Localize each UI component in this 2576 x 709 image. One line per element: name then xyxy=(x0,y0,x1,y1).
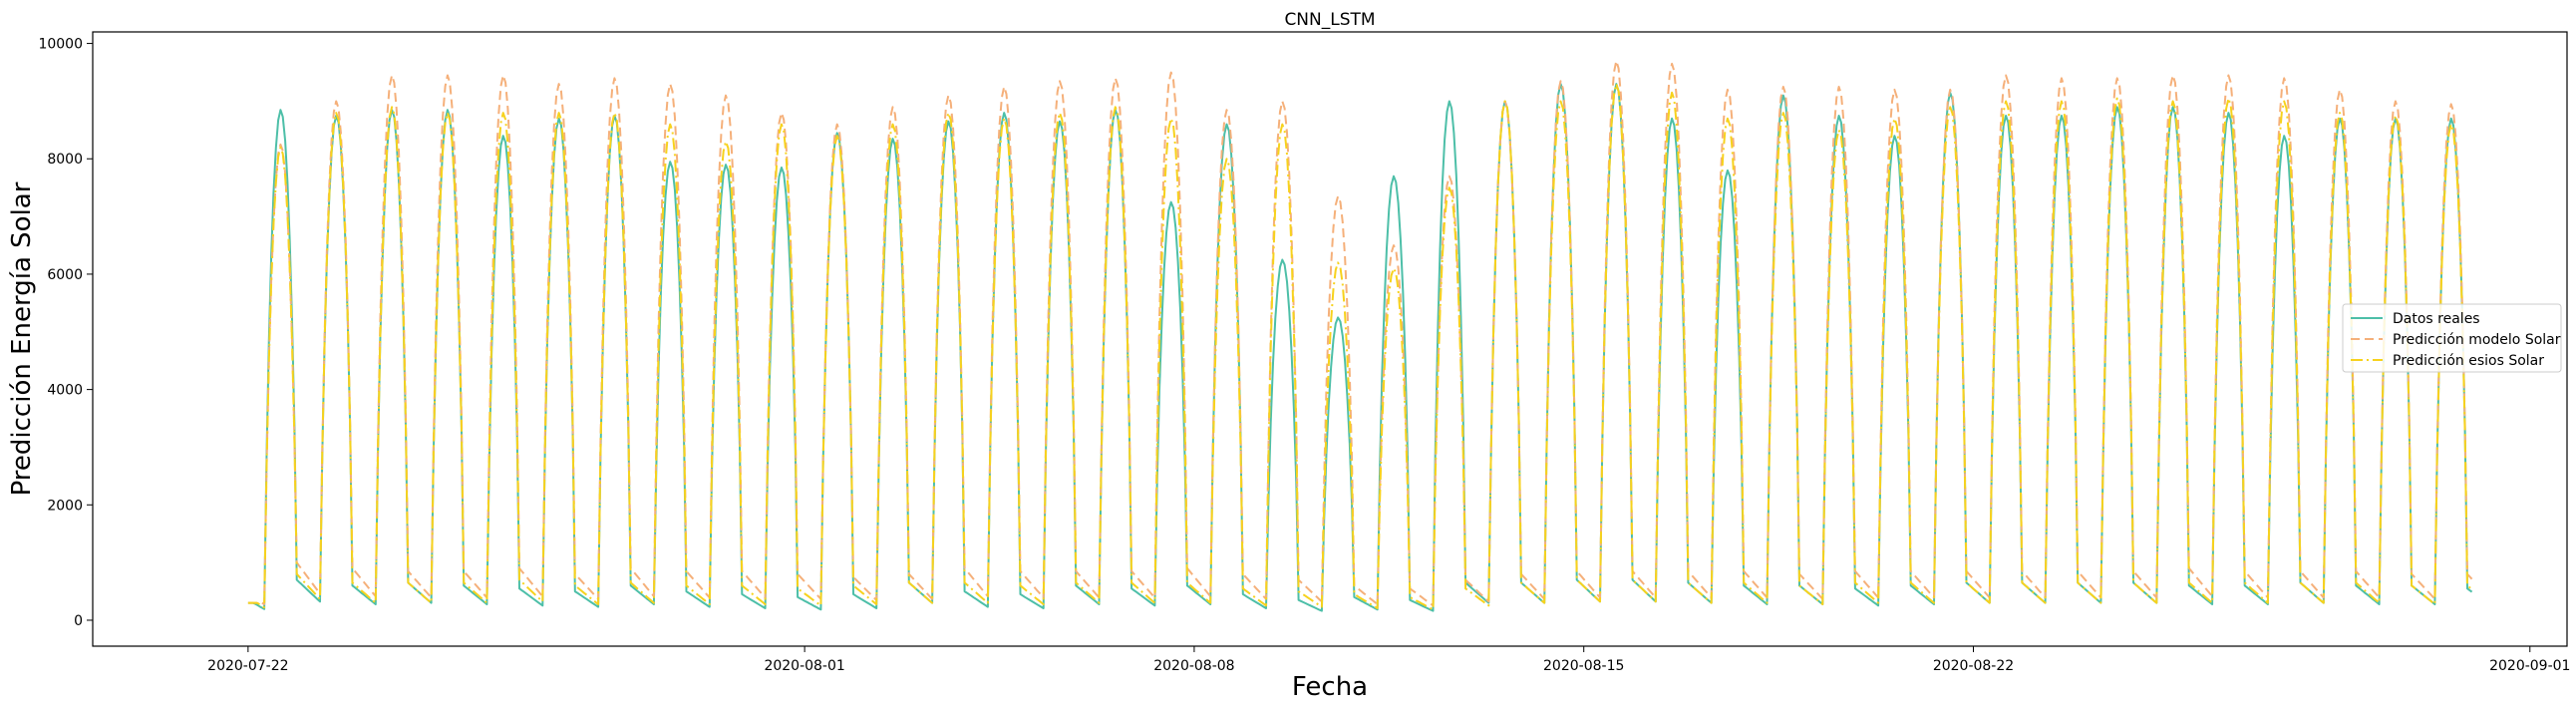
series-line-datos-reales xyxy=(247,83,2473,612)
y-tick-label: 10000 xyxy=(38,37,83,53)
y-tick-label: 2000 xyxy=(47,498,83,514)
legend: Datos reales Predicción modelo Solar Predi… xyxy=(2342,303,2562,373)
series-line-prediccion-modelo-solar xyxy=(247,60,2473,607)
y-axis: 0 2000 4000 6000 8000 10000 xyxy=(38,37,93,629)
x-tick-label: 2020-08-08 xyxy=(1153,658,1234,674)
legend-label: Predicción modelo Solar xyxy=(2393,332,2561,348)
series-line-prediccion-esios-solar xyxy=(247,83,2473,611)
plot-lines xyxy=(247,60,2473,612)
y-axis-label: Predicción Energía Solar xyxy=(7,181,37,496)
axes-frame xyxy=(92,31,2568,647)
x-tick-label: 2020-09-01 xyxy=(2489,658,2570,674)
legend-label: Datos reales xyxy=(2393,311,2480,327)
x-axis-label: Fecha xyxy=(1292,672,1368,702)
y-tick-label: 0 xyxy=(74,613,83,629)
x-tick-label: 2020-08-01 xyxy=(764,658,844,674)
chart-title: CNN_LSTM xyxy=(1284,10,1375,30)
y-tick-label: 8000 xyxy=(47,152,83,168)
y-tick-label: 6000 xyxy=(47,267,83,283)
y-tick-label: 4000 xyxy=(47,383,83,399)
x-tick-label: 2020-08-22 xyxy=(1933,658,2014,674)
legend-label: Predicción esios Solar xyxy=(2393,353,2544,369)
x-tick-label: 2020-08-15 xyxy=(1543,658,1624,674)
x-tick-label: 2020-07-22 xyxy=(207,658,288,674)
x-axis: 2020-07-22 2020-08-01 2020-08-08 2020-08-15… xyxy=(207,646,2570,674)
legend-box xyxy=(2342,303,2562,373)
